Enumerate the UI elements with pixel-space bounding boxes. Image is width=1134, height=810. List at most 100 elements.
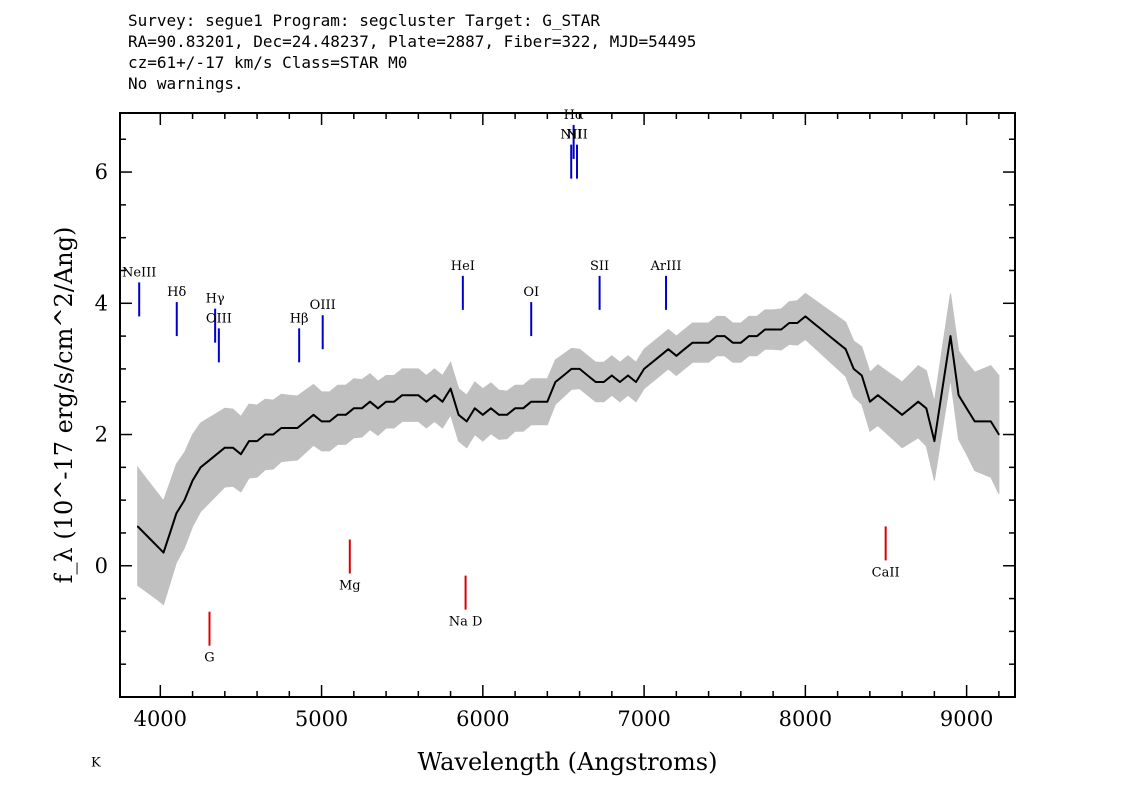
flux-point xyxy=(570,368,573,370)
flux-point xyxy=(812,322,815,324)
y-axis-title: f_λ (10^-17 erg/s/cm^2/Ang) xyxy=(50,227,78,584)
flux-point xyxy=(385,400,387,403)
y-tick-label: 2 xyxy=(95,423,108,447)
flux-point xyxy=(256,440,258,442)
flux-point xyxy=(264,433,266,436)
flux-point xyxy=(611,374,613,377)
flux-point xyxy=(667,348,670,351)
flux-point xyxy=(280,427,283,429)
flux-point xyxy=(393,400,395,403)
flux-point xyxy=(175,512,178,515)
flux-point xyxy=(353,407,355,410)
flux-point xyxy=(723,335,726,337)
flux-point xyxy=(949,335,952,337)
flux-point xyxy=(473,407,476,410)
flux-point xyxy=(619,381,621,383)
x-tick-label: 7000 xyxy=(617,707,670,731)
line-label-sii: SII xyxy=(590,259,609,274)
flux-point xyxy=(522,407,524,410)
header-coordinates-line: RA=90.83201, Dec=24.48237, Plate=2887, F… xyxy=(128,32,697,51)
flux-point xyxy=(149,538,152,541)
flux-point xyxy=(586,374,589,377)
plot-frame xyxy=(119,112,1016,698)
flux-point xyxy=(796,322,799,324)
flux-point xyxy=(635,381,637,383)
y-tick-label: 6 xyxy=(95,160,108,184)
flux-point xyxy=(933,440,936,442)
flux-point xyxy=(169,532,171,534)
flux-point xyxy=(417,394,420,396)
line-label-ariii: ArIII xyxy=(650,259,682,274)
flux-point xyxy=(844,348,847,351)
flux-point xyxy=(248,440,250,442)
flux-point xyxy=(272,433,274,436)
flux-point xyxy=(409,394,412,396)
axes: 4000 5000 6000 7000 8000 9000 0 2 4 6 xyxy=(95,112,1016,731)
flux-point xyxy=(288,427,291,429)
flux-point xyxy=(401,394,404,396)
flux-point xyxy=(183,499,186,501)
flux-point xyxy=(909,407,911,410)
flux-point xyxy=(981,420,984,423)
flux-point xyxy=(627,374,629,377)
flux-point xyxy=(748,335,750,337)
flux-point xyxy=(788,322,791,324)
flux-point xyxy=(885,400,887,403)
line-label-hβ: Hβ xyxy=(290,311,309,326)
flux-point xyxy=(651,361,653,364)
flux-point xyxy=(232,446,234,449)
x-tick-label: 6000 xyxy=(456,707,509,731)
flux-point xyxy=(136,525,139,528)
flux-point xyxy=(304,420,307,423)
flux-point xyxy=(465,420,468,423)
flux-point xyxy=(715,335,718,337)
flux-point xyxy=(207,459,210,462)
flux-point xyxy=(377,407,379,410)
flux-point xyxy=(457,414,460,416)
line-label-mg: Mg xyxy=(339,579,361,594)
flux-point xyxy=(490,407,492,410)
flux-point xyxy=(162,551,165,554)
flux-point xyxy=(191,479,194,482)
flux-point xyxy=(506,414,508,416)
flux-point xyxy=(344,414,347,416)
flux-point xyxy=(901,414,903,416)
x-tick-label: 5000 xyxy=(295,707,348,731)
line-label-oiii: OIII xyxy=(310,298,336,313)
flux-point xyxy=(336,414,339,416)
x-axis-title: Wavelength (Angstroms) xyxy=(418,748,718,776)
flux-point xyxy=(554,381,557,383)
line-label-hei: HeI xyxy=(451,259,475,274)
flux-point xyxy=(836,341,839,344)
flux-point xyxy=(498,414,500,416)
flux-point xyxy=(433,394,436,396)
flux-point xyxy=(425,400,428,403)
x-tick-label: 4000 xyxy=(134,707,187,731)
line-label-k: K xyxy=(91,756,101,771)
flux-point xyxy=(877,394,879,396)
flux-point xyxy=(578,368,581,370)
flux-point xyxy=(861,374,863,377)
flux-point xyxy=(740,341,742,344)
flux-point xyxy=(369,400,371,403)
flux-point xyxy=(530,400,533,403)
flux-point xyxy=(917,400,920,403)
flux-point xyxy=(156,545,158,547)
flux-point xyxy=(852,368,855,370)
line-label-caii: CaII xyxy=(872,565,900,580)
flux-point xyxy=(990,420,992,423)
flux-point xyxy=(957,394,960,396)
flux-point xyxy=(215,453,218,456)
flux-point xyxy=(296,427,299,429)
header-redshift-line: cz=61+/-17 km/s Class=STAR M0 xyxy=(128,53,408,72)
flux-point xyxy=(199,466,202,469)
flux-point xyxy=(756,335,758,337)
line-label-nii: NII xyxy=(566,128,588,143)
line-label-hα: Hα xyxy=(564,108,584,123)
flux-point xyxy=(675,354,678,357)
header-survey-line: Survey: segue1 Program: segcluster Targe… xyxy=(128,11,601,30)
y-tick-label: 4 xyxy=(95,291,108,315)
flux-point xyxy=(643,368,645,370)
